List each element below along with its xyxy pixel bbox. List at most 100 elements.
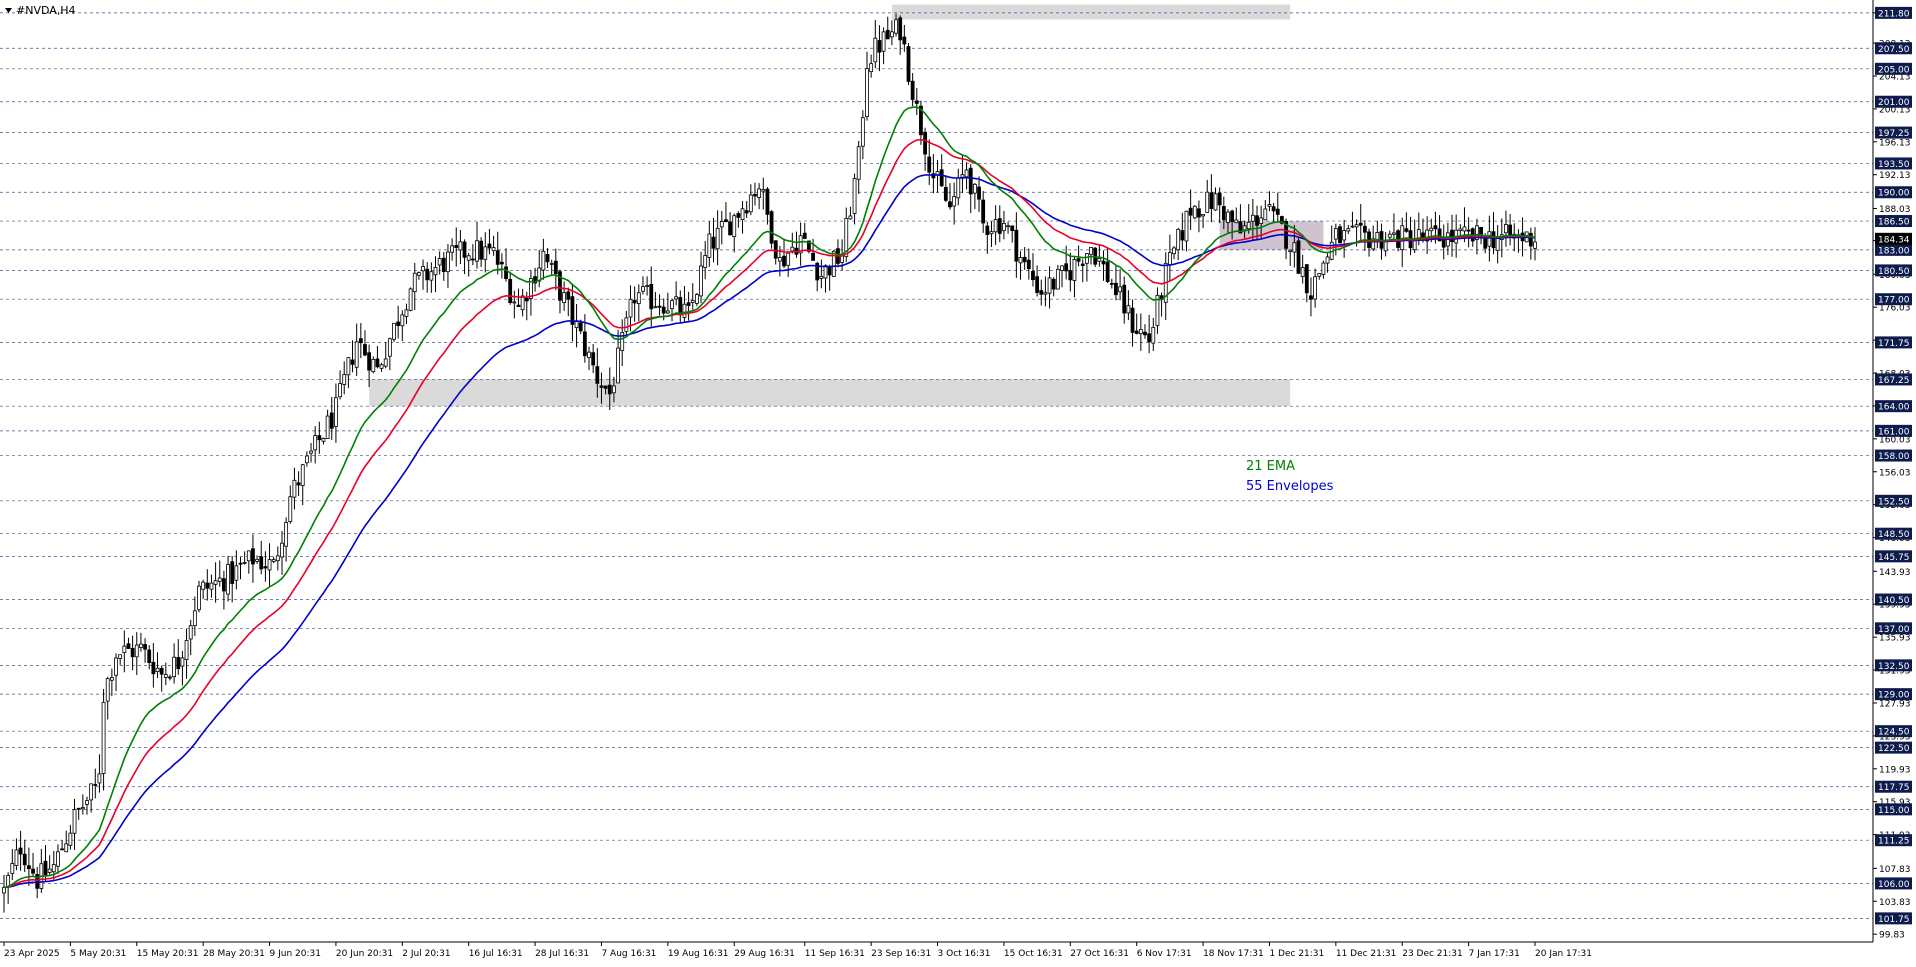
candle-body [1134,330,1139,334]
level-label: 129.00 [1878,691,1910,701]
candle-body [105,678,110,702]
candle [545,248,550,268]
price-tick-label: 131.93 [1879,667,1911,677]
candle [354,323,359,376]
candle [163,662,168,686]
candle [1271,203,1276,222]
candle [387,337,392,371]
time-tick-label: 11 Dec 21:31 [1336,949,1397,959]
candle-body [728,221,732,236]
candle [636,284,641,322]
candle-body [1080,263,1085,267]
level-label: 180.50 [1878,267,1910,277]
candle [1039,279,1044,306]
candle-body [1425,229,1430,242]
time-tick-label: 20 Jun 20:31 [336,949,393,959]
candle-body [819,275,824,279]
candle-body [1122,284,1127,314]
level-label-box [1875,62,1912,75]
candle [1491,212,1496,255]
price-tick-label: 123.93 [1879,732,1911,742]
candle-body [1487,231,1492,247]
candle [1006,221,1010,234]
candle-body [404,309,409,317]
candle-body [89,783,94,801]
candle-body [1010,225,1015,232]
candle [923,127,927,171]
candle-body [296,482,301,486]
time-axis[interactable]: 23 Apr 2025 5 May 20:31 15 May 20:31 28 May… [3,942,1592,959]
candle-body [558,271,562,301]
candle-body [114,657,118,676]
candle [612,376,616,403]
candle-body [317,435,322,441]
candle-body [429,271,434,281]
candle [246,550,251,574]
candle-body [1338,226,1342,244]
level-label: 207.50 [1878,45,1910,55]
candle [313,426,318,464]
candle-body [707,233,712,258]
candle-body [508,278,513,304]
candle-body [1180,230,1185,241]
candle [1122,276,1127,324]
candle-body [910,80,915,100]
chart-title: #NVDA,H4 [16,4,76,17]
candle-body [1462,226,1467,232]
candle-body [462,241,467,258]
candle-body [860,117,865,147]
candle [504,248,508,282]
candle-body [1429,227,1434,232]
candle-body [773,240,778,259]
candle-body [1064,263,1069,272]
candle [1250,199,1255,240]
candle-body [1259,217,1264,224]
candle-body [51,864,56,873]
candle [143,638,147,663]
candle-body [375,358,380,368]
candle [1138,313,1143,351]
chevron-down-icon[interactable] [5,8,12,13]
candle-body [865,68,869,118]
candle-body [1362,225,1367,233]
candle [1172,246,1176,260]
candle-body [1433,225,1438,230]
candle [898,15,903,55]
candle [943,175,948,202]
candle [1201,213,1205,228]
candle [417,271,421,280]
candle [147,645,152,670]
candle-body [939,169,944,187]
candle-body [329,412,334,429]
price-axis[interactable]: 99.83103.83107.83111.93115.93119.93123.9… [1873,6,1912,941]
candle [1209,174,1214,223]
candle-body [35,873,40,889]
candle-body [881,31,886,52]
candle [977,176,981,212]
candle-body [1246,221,1251,230]
candle-body [1288,249,1293,252]
candle [251,534,255,583]
candle-body [1358,222,1363,226]
candle-body [1221,206,1226,221]
candle-body [1483,237,1488,249]
candle-body [1371,238,1376,250]
chart-title-block: #NVDA,H4 [5,4,76,17]
ema-21-line [3,106,1536,889]
candle [1425,216,1430,254]
candle-body [923,131,927,155]
candle [595,348,600,398]
candle [632,286,637,322]
candle-body [292,479,297,498]
time-tick-label: 7 Aug 16:31 [601,949,656,959]
candle-body [475,240,479,262]
level-label-box [1875,834,1912,847]
candle-body [889,31,894,38]
candle-body [450,245,454,253]
level-label: 101.75 [1878,915,1910,925]
current-price-box [1875,232,1912,245]
time-tick-label: 15 Oct 16:31 [1004,949,1063,959]
candle [1114,264,1118,301]
